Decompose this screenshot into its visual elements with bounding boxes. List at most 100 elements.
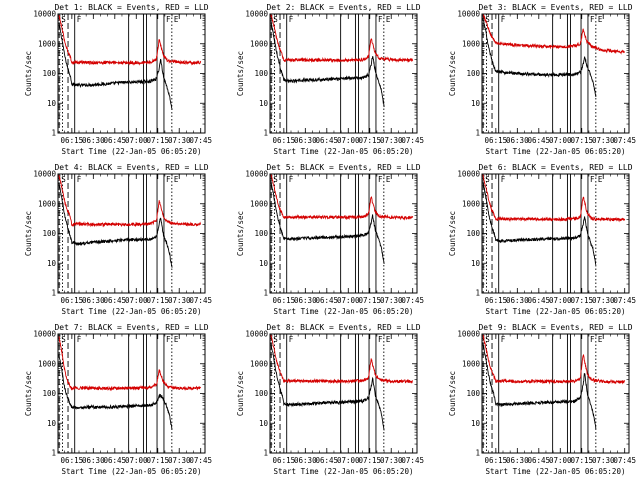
y-axis-label: Counts/sec xyxy=(448,371,457,416)
x-tick-label: 06:45 xyxy=(528,136,551,145)
time-marker-label: F xyxy=(378,175,383,184)
time-marker-label: E xyxy=(174,175,179,184)
y-axis-label: Counts/sec xyxy=(448,51,457,96)
x-tick-label: 07:15 xyxy=(146,136,169,145)
x-tick-label: 06:15 xyxy=(273,456,296,465)
x-axis-label: Start Time (22-Jan-05 06:05:20) xyxy=(62,147,202,156)
y-tick-label: 1000 xyxy=(462,39,481,48)
plot-frame xyxy=(269,13,418,134)
x-tick-label: 06:15 xyxy=(485,296,508,305)
lld-rate-line xyxy=(58,336,202,392)
y-tick-label: 1 xyxy=(475,449,480,458)
time-marker-label: F xyxy=(166,175,171,184)
x-tick-label: 07:30 xyxy=(168,136,191,145)
x-tick-label: 07:15 xyxy=(570,136,593,145)
x-tick-label: 06:45 xyxy=(316,296,339,305)
events-rate-line xyxy=(482,181,597,266)
x-tick-label: 06:15 xyxy=(485,136,508,145)
x-tick-label: 07:15 xyxy=(358,296,381,305)
time-marker-label: F xyxy=(378,15,383,24)
y-tick-label: 100 xyxy=(466,69,480,78)
y-tick-label: 10 xyxy=(259,419,269,428)
x-tick-label: 07:45 xyxy=(613,296,636,305)
y-tick-label: 10000 xyxy=(245,330,268,339)
x-tick-label: 06:15 xyxy=(61,456,84,465)
time-marker-label: E xyxy=(598,335,603,344)
time-marker-label: S xyxy=(485,175,490,184)
y-tick-label: 100 xyxy=(254,389,268,398)
x-tick-label: 07:45 xyxy=(401,136,424,145)
x-tick-label: 07:00 xyxy=(125,456,148,465)
lld-rate-line xyxy=(270,14,414,64)
x-tick-label: 06:30 xyxy=(82,296,105,305)
y-tick-label: 100 xyxy=(466,389,480,398)
x-tick-label: 06:30 xyxy=(506,456,529,465)
events-rate-line xyxy=(482,18,597,98)
events-rate-line xyxy=(58,354,173,430)
x-axis-label: Start Time (22-Jan-05 06:05:20) xyxy=(486,467,626,476)
detector-panel: Det 6: BLACK = Events, RED = LLD Counts/s… xyxy=(448,163,636,316)
time-marker-label: F xyxy=(590,335,595,344)
y-tick-label: 10000 xyxy=(245,10,268,19)
y-tick-label: 10000 xyxy=(457,170,480,179)
plot-frame xyxy=(481,173,630,294)
time-marker-label: S xyxy=(485,335,490,344)
y-axis-label: Counts/sec xyxy=(24,51,33,96)
time-marker-label: F xyxy=(166,15,171,24)
y-tick-label: 100 xyxy=(254,229,268,238)
panel-title: Det 3: BLACK = Events, RED = LLD xyxy=(478,3,632,12)
time-marker-label: S xyxy=(273,15,278,24)
time-marker-label: F xyxy=(501,15,506,24)
x-axis-label: Start Time (22-Jan-05 06:05:20) xyxy=(274,147,414,156)
y-tick-label: 1000 xyxy=(250,359,269,368)
y-axis-label: Counts/sec xyxy=(24,211,33,256)
y-tick-label: 10 xyxy=(47,419,57,428)
time-marker-label: F xyxy=(501,175,506,184)
panel-title: Det 5: BLACK = Events, RED = LLD xyxy=(266,163,420,172)
time-marker-label: F xyxy=(378,335,383,344)
x-tick-label: 07:00 xyxy=(337,456,360,465)
panel-grid: Det 1: BLACK = Events, RED = LLD Counts/s… xyxy=(24,3,636,476)
plot-frame xyxy=(57,173,206,294)
y-tick-label: 10 xyxy=(47,99,57,108)
x-tick-label: 07:00 xyxy=(549,456,572,465)
x-axis-label: Start Time (22-Jan-05 06:05:20) xyxy=(274,307,414,316)
y-tick-label: 1 xyxy=(263,289,268,298)
x-tick-label: 07:15 xyxy=(146,456,169,465)
detector-panel: Det 9: BLACK = Events, RED = LLD Counts/s… xyxy=(448,323,636,476)
time-marker-label: E xyxy=(174,15,179,24)
x-tick-label: 06:45 xyxy=(316,136,339,145)
time-marker-label: E xyxy=(598,175,603,184)
time-marker-label: F xyxy=(590,175,595,184)
time-marker-label: S xyxy=(61,335,66,344)
x-tick-label: 07:30 xyxy=(168,456,191,465)
x-tick-label: 06:30 xyxy=(82,456,105,465)
lld-rate-line xyxy=(482,14,626,55)
time-marker-label: F xyxy=(289,335,294,344)
y-tick-label: 100 xyxy=(42,69,56,78)
time-marker-label: F xyxy=(590,15,595,24)
x-tick-label: 07:00 xyxy=(337,136,360,145)
panel-title: Det 2: BLACK = Events, RED = LLD xyxy=(266,3,420,12)
y-tick-label: 1 xyxy=(263,129,268,138)
plot-frame xyxy=(269,333,418,454)
time-marker-label: E xyxy=(386,335,391,344)
x-tick-label: 07:45 xyxy=(613,456,636,465)
detector-panel: Det 3: BLACK = Events, RED = LLD Counts/s… xyxy=(448,3,636,156)
y-tick-label: 100 xyxy=(254,69,268,78)
detector-panel: Det 1: BLACK = Events, RED = LLD Counts/s… xyxy=(24,3,212,156)
y-axis-label: Counts/sec xyxy=(236,371,245,416)
time-marker-label: S xyxy=(61,175,66,184)
time-marker-label: E xyxy=(386,175,391,184)
x-tick-label: 06:45 xyxy=(316,456,339,465)
x-tick-label: 07:00 xyxy=(125,296,148,305)
x-tick-label: 07:15 xyxy=(570,456,593,465)
time-marker-label: E xyxy=(598,15,603,24)
y-tick-label: 1 xyxy=(475,129,480,138)
y-tick-label: 10000 xyxy=(33,10,56,19)
y-axis-label: Counts/sec xyxy=(24,371,33,416)
y-axis-label: Counts/sec xyxy=(448,211,457,256)
x-tick-label: 07:30 xyxy=(592,296,615,305)
x-tick-label: 07:15 xyxy=(146,296,169,305)
